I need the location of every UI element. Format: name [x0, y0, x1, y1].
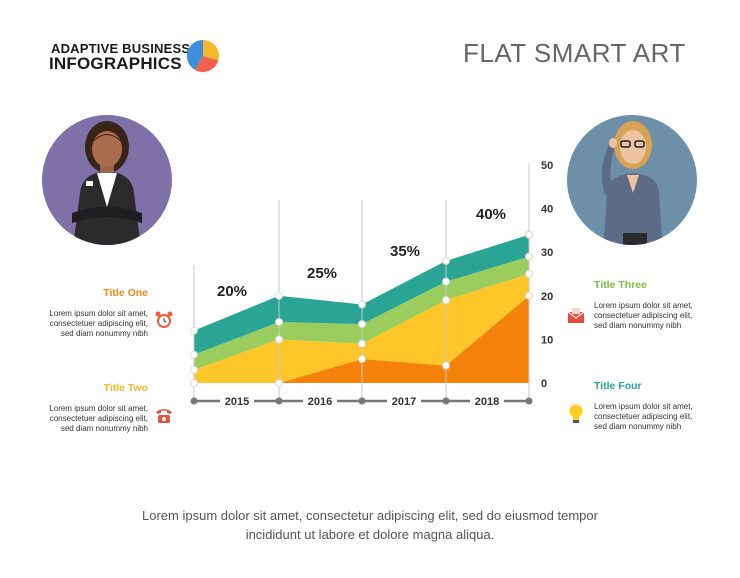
x-label-bg: [387, 393, 421, 409]
card-two-line-2: consectetuer adipiscing elit,: [49, 414, 148, 423]
card-three-line-3: sed diam nonummy nibh: [594, 321, 682, 330]
data-point: [190, 379, 198, 387]
avatar-businesswoman-left: [42, 115, 172, 245]
y-tick-label: 0: [541, 378, 547, 390]
data-point: [442, 296, 450, 305]
brand-line-1: ADAPTIVE BUSINESS: [51, 41, 191, 56]
percent-labels: 20% 25% 35% 40%: [217, 206, 506, 300]
x-label-bg: [220, 393, 254, 409]
y-tick-label: 10: [541, 334, 553, 346]
x-axis-dot: [190, 397, 198, 405]
y-tick-label: 20: [541, 291, 553, 303]
x-axis-dot: [442, 397, 450, 405]
y-tick-label: 30: [541, 247, 553, 259]
main-title: FLAT SMART ART: [463, 38, 686, 68]
x-tick-label: 2017: [392, 396, 416, 408]
alarm-clock-icon: [155, 311, 173, 328]
footer-text: Lorem ipsum dolor sit amet, consectetur …: [0, 506, 740, 544]
data-point: [525, 270, 533, 278]
data-point: [275, 335, 283, 344]
card-one-line-2: consectetuer adipiscing elit,: [49, 319, 148, 328]
y-tick-label: 50: [541, 160, 553, 172]
envelope-icon: [567, 308, 585, 323]
data-point: [442, 256, 450, 265]
x-axis-dot: [358, 397, 366, 405]
card-one-line-1: Lorem ipsum dolor sit amet,: [49, 309, 148, 318]
card-four-line-1: Lorem ipsum dolor sit amet,: [594, 402, 693, 411]
footer-line-1: Lorem ipsum dolor sit amet, consectetur …: [142, 508, 598, 523]
x-label-bg: [303, 393, 337, 409]
card-body-four: Lorem ipsum dolor sit amet, consectetuer…: [594, 402, 734, 432]
brand-line-2: INFOGRAPHICS: [49, 54, 182, 73]
data-point: [442, 361, 450, 370]
x-axis: 2015 2016 2017 2018: [190, 393, 533, 409]
telephone-icon: [156, 409, 172, 423]
data-point: [275, 291, 283, 300]
percent-label: 35%: [390, 243, 420, 260]
card-three-line-2: consectetuer adipiscing elit,: [594, 311, 693, 320]
card-title-four: Title Four: [594, 380, 642, 392]
card-title-three: Title Three: [594, 279, 647, 291]
y-axis: 0 10 20 30 40 50: [541, 160, 553, 390]
percent-label: 25%: [307, 265, 337, 282]
card-two-line-3: sed diam nonummy nibh: [60, 424, 148, 433]
data-point: [442, 277, 450, 286]
card-body-one: Lorem ipsum dolor sit amet, consectetuer…: [18, 309, 148, 339]
data-point: [275, 379, 283, 387]
data-point: [358, 320, 366, 329]
card-two-line-1: Lorem ipsum dolor sit amet,: [49, 404, 148, 413]
data-point: [190, 350, 198, 359]
percent-label: 40%: [476, 206, 506, 223]
card-three-line-1: Lorem ipsum dolor sit amet,: [594, 301, 693, 310]
x-axis-dot: [525, 397, 533, 405]
y-tick-label: 40: [541, 204, 553, 216]
avatar-businesswoman-right: [567, 115, 697, 245]
card-body-three: Lorem ipsum dolor sit amet, consectetuer…: [594, 301, 734, 331]
percent-label: 20%: [217, 283, 247, 300]
data-point: [358, 300, 366, 309]
data-point: [525, 230, 533, 239]
light-bulb-icon: [569, 404, 583, 423]
data-point: [275, 317, 283, 326]
card-one-line-3: sed diam nonummy nibh: [60, 329, 148, 338]
data-point: [190, 326, 198, 335]
x-label-bg: [470, 393, 504, 409]
card-body-two: Lorem ipsum dolor sit amet, consectetuer…: [18, 404, 148, 434]
x-tick-label: 2015: [225, 396, 249, 408]
card-title-one: Title One: [103, 287, 148, 299]
data-point: [525, 252, 533, 261]
x-axis-dot: [275, 397, 283, 405]
card-four-line-2: consectetuer adipiscing elit,: [594, 412, 693, 421]
card-title-two: Title Two: [103, 382, 148, 394]
x-tick-label: 2018: [475, 396, 499, 408]
x-tick-label: 2016: [308, 396, 332, 408]
data-point: [190, 365, 198, 374]
data-point: [525, 291, 533, 300]
pie-logo-icon: [187, 40, 219, 72]
data-points: [190, 230, 533, 387]
data-point: [358, 339, 366, 348]
data-point: [358, 355, 366, 364]
card-four-line-3: sed diam nonummy nibh: [594, 422, 682, 431]
footer-line-2: incididunt ut labore et dolore magna ali…: [245, 527, 495, 542]
